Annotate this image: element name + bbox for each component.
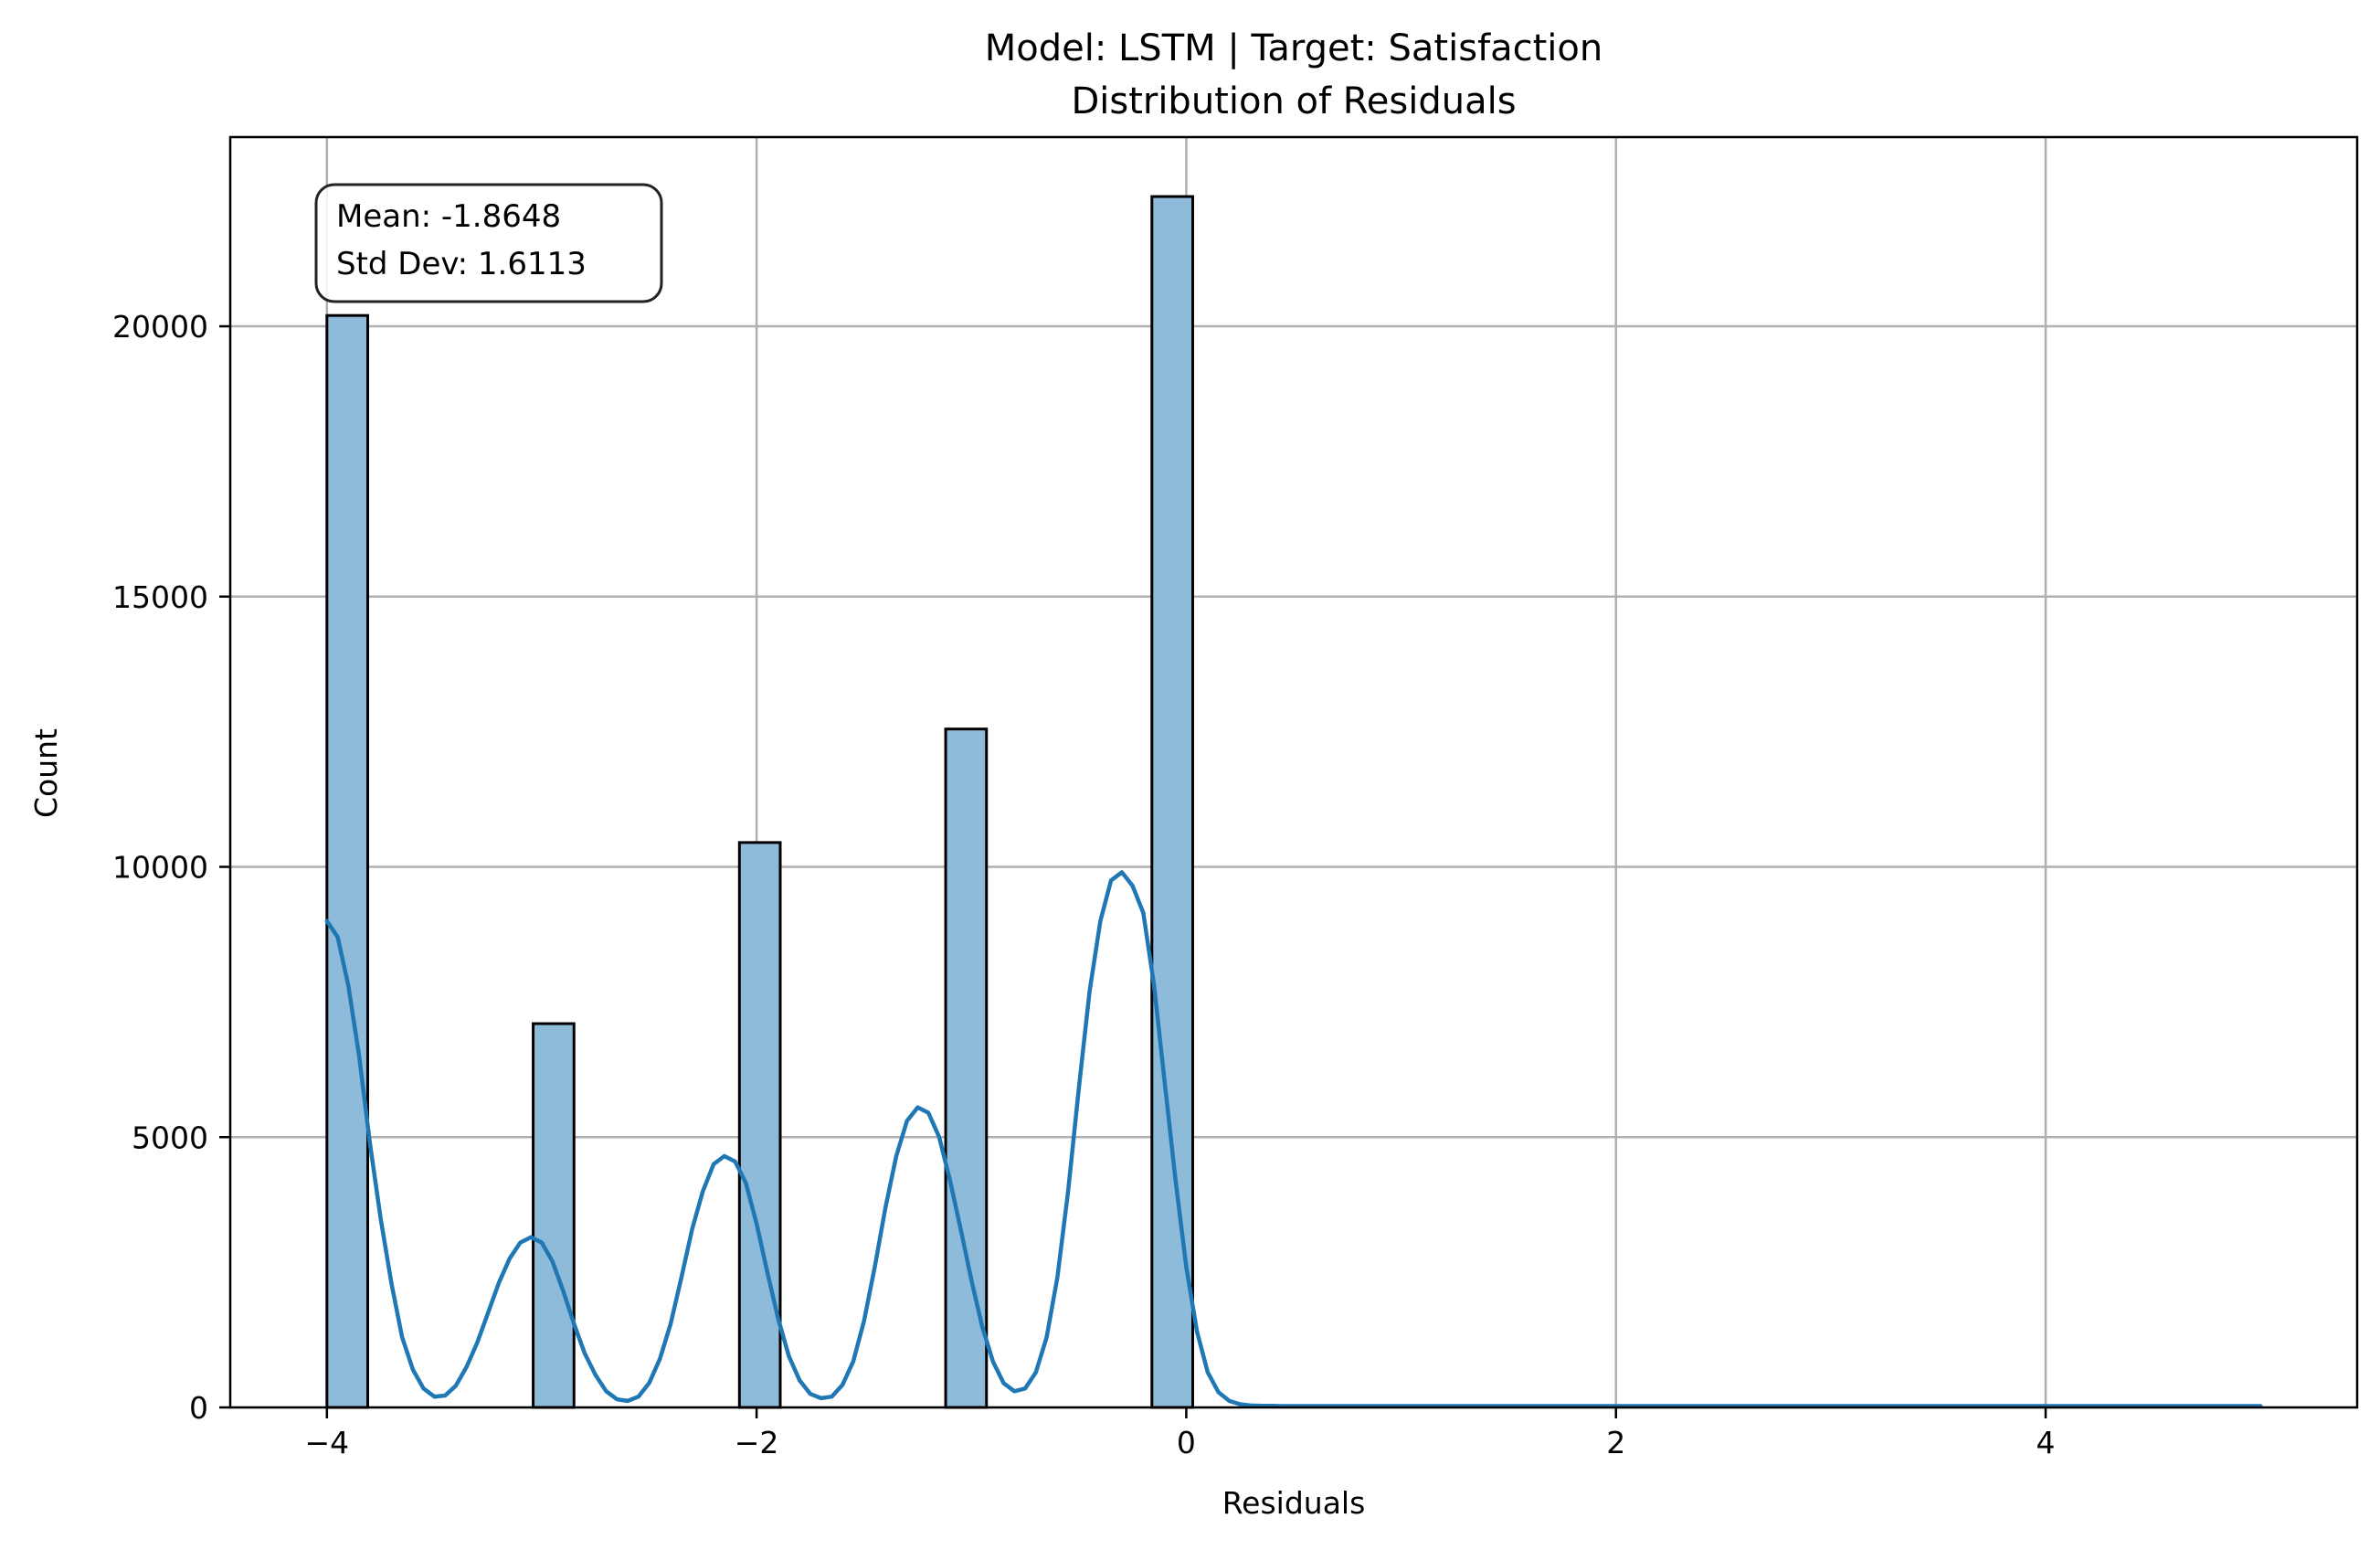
x-axis-label: Residuals [1222,1485,1366,1521]
chart-subtitle: Distribution of Residuals [1071,80,1516,122]
histogram-bar-2 [532,1022,576,1409]
stats-box: Mean: -1.8648 Std Dev: 1.6113 [314,183,663,303]
histogram-bar-3 [737,841,782,1409]
x-tick-label: 0 [1177,1425,1196,1460]
y-tick-label: 5000 [132,1120,208,1155]
x-tick-label: 4 [2036,1425,2056,1460]
plot-frame [228,135,2359,1409]
kde-curve [324,870,2263,1408]
histogram-bar-1 [325,313,369,1409]
x-tick-label: −2 [735,1425,779,1460]
histogram-bar-4 [944,727,989,1409]
y-tick-label: 20000 [112,309,208,345]
chart-title: Model: LSTM | Target: Satisfaction [985,27,1603,69]
histogram-bar-5 [1150,195,1194,1409]
axes [219,135,2359,1418]
kde-curve-layer [324,870,2263,1408]
y-axis-label: Count [28,728,64,818]
y-tick-label: 0 [189,1390,208,1426]
y-tick-label: 10000 [112,850,208,886]
y-tick-label: 15000 [112,579,208,615]
stats-std-dev: Std Dev: 1.6113 [336,246,587,282]
stats-mean: Mean: -1.8648 [336,198,561,235]
tick-labels: −4 −2 0 2 4 0 5000 10000 15000 20000 [112,309,2056,1460]
x-tick-label: 2 [1606,1425,1625,1460]
x-tick-label: −4 [304,1425,349,1460]
